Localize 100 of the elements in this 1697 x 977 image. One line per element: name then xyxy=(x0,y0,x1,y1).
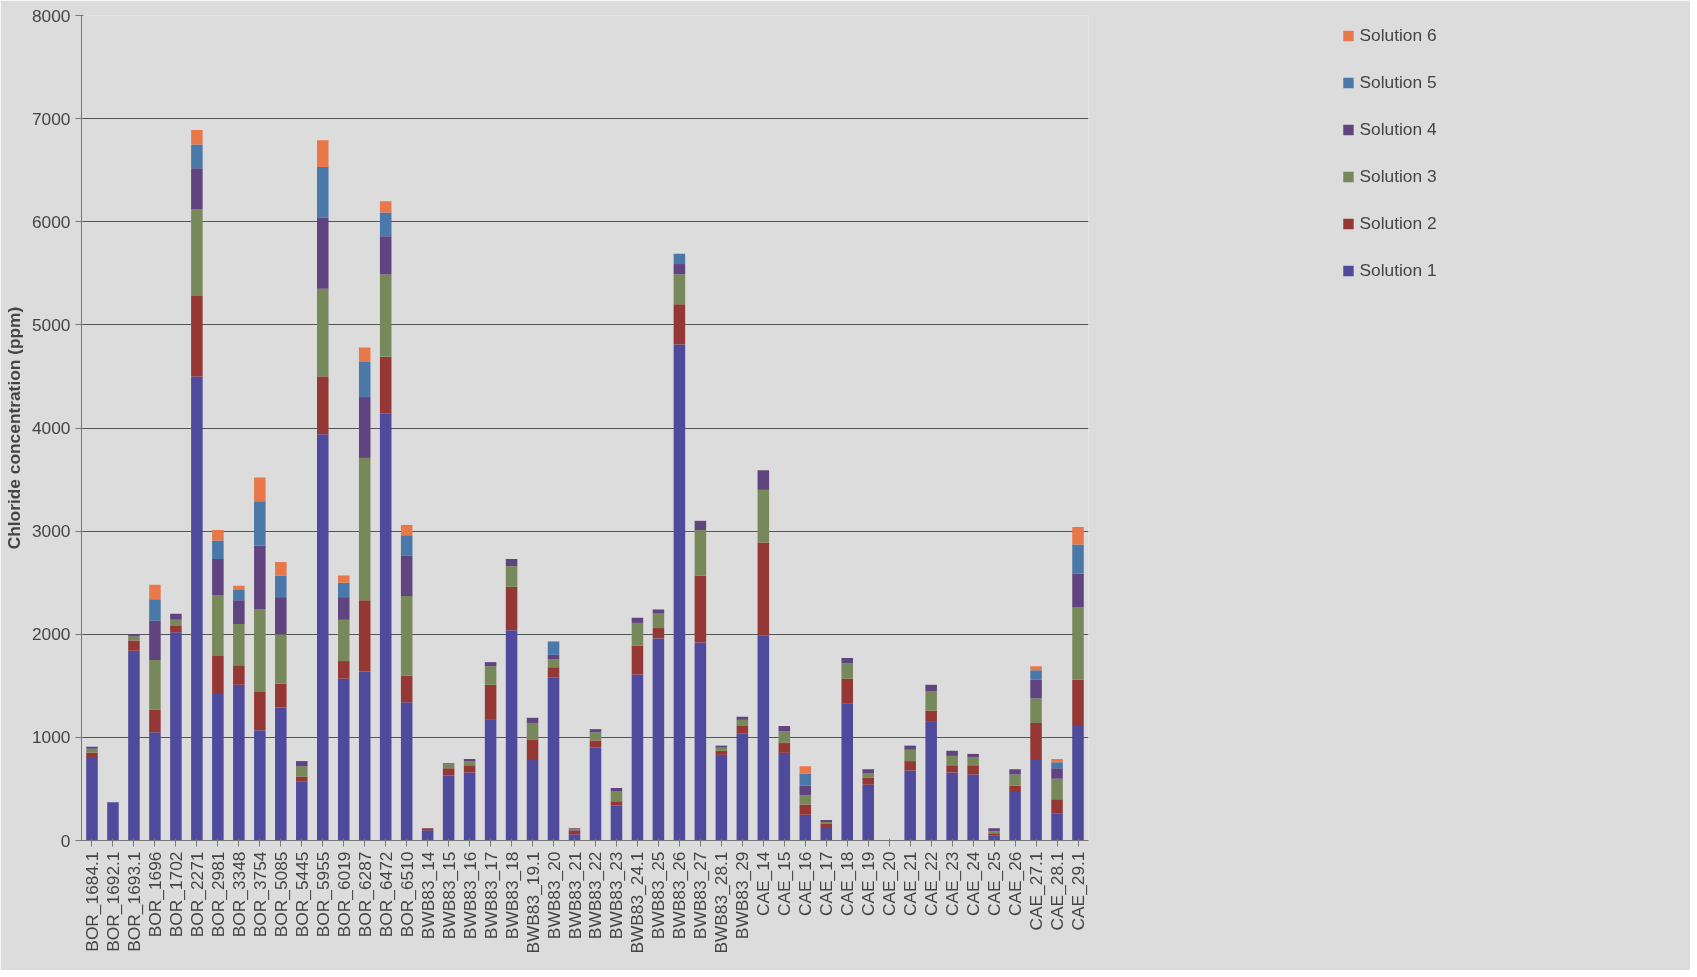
bar xyxy=(841,663,854,679)
bar xyxy=(191,209,203,296)
bar xyxy=(316,140,329,168)
bar xyxy=(1009,774,1021,786)
bar xyxy=(652,628,665,639)
bar xyxy=(316,167,329,218)
legend-label: Solution 5 xyxy=(1359,72,1437,93)
bar xyxy=(170,626,182,633)
bar xyxy=(128,640,140,651)
bar xyxy=(631,622,644,646)
bar xyxy=(337,661,350,679)
x-tick-label: BWB83_25 xyxy=(648,851,669,940)
x-tick-label: BWB83_15 xyxy=(438,851,459,940)
bar xyxy=(967,753,979,757)
x-tick-label: CAE_25 xyxy=(984,851,1005,917)
x-tick-label: BOR_1692.1 xyxy=(102,851,123,952)
bar xyxy=(275,634,287,684)
bar xyxy=(547,641,560,655)
bar xyxy=(296,766,308,777)
bar xyxy=(379,274,392,357)
bar xyxy=(694,520,707,531)
bar xyxy=(442,764,455,769)
bar xyxy=(128,650,140,841)
bar xyxy=(547,667,560,678)
bar xyxy=(757,489,770,543)
bar xyxy=(631,674,644,841)
bar xyxy=(1030,670,1042,680)
bar xyxy=(191,296,203,377)
bar xyxy=(400,535,413,556)
bar xyxy=(778,742,791,753)
bar xyxy=(778,726,791,732)
y-tick-label: 6000 xyxy=(31,211,71,232)
bar xyxy=(275,562,287,576)
bar xyxy=(379,236,392,275)
bar xyxy=(1072,544,1084,574)
x-tick-label: CAE_18 xyxy=(837,851,858,917)
bar xyxy=(484,662,497,667)
y-tick-label: 0 xyxy=(60,830,71,851)
y-tick-label: 8000 xyxy=(31,5,71,26)
bar xyxy=(1009,769,1021,775)
bar xyxy=(652,638,665,841)
x-tick-label: BWB83_19.1 xyxy=(522,851,543,954)
y-tick-label: 3000 xyxy=(31,521,71,542)
bar xyxy=(778,731,791,743)
bar xyxy=(904,749,916,762)
bar xyxy=(967,774,979,841)
bar xyxy=(673,304,686,345)
bar xyxy=(484,719,497,841)
bar xyxy=(841,657,854,664)
bar xyxy=(128,634,140,637)
bar xyxy=(757,635,770,841)
bar xyxy=(736,733,749,841)
bar xyxy=(254,692,266,731)
y-tick-label: 1000 xyxy=(31,727,71,748)
bar xyxy=(191,376,203,841)
x-tick-label: BOR_6510 xyxy=(396,851,417,938)
bar xyxy=(526,722,539,740)
x-tick-label: BWB83_16 xyxy=(459,851,480,940)
x-tick-label: BWB83_26 xyxy=(669,851,690,940)
bar xyxy=(610,801,623,806)
bar xyxy=(526,739,539,761)
x-tick-label: BOR_5085 xyxy=(270,851,291,938)
x-tick-label: BOR_1702 xyxy=(165,851,186,938)
bar xyxy=(484,684,497,720)
bar xyxy=(1072,573,1084,608)
bar xyxy=(170,613,182,620)
bar xyxy=(610,805,623,841)
x-tick-label: BOR_1693.1 xyxy=(123,851,144,952)
bar xyxy=(694,575,707,643)
x-tick-label: BOR_3348 xyxy=(228,851,249,938)
bar xyxy=(149,584,161,600)
bar xyxy=(799,785,812,796)
bar xyxy=(86,752,98,757)
y-tick-label: 2000 xyxy=(31,624,71,645)
bar xyxy=(736,726,749,734)
bar xyxy=(212,595,224,656)
bar xyxy=(316,217,329,289)
bar xyxy=(904,745,916,750)
bar xyxy=(149,660,161,710)
bar xyxy=(1051,768,1063,779)
bar xyxy=(631,617,644,623)
bar xyxy=(1051,799,1063,814)
bar xyxy=(463,765,476,773)
bar xyxy=(358,600,371,672)
x-tick-label: BWB83_20 xyxy=(543,851,564,940)
bar xyxy=(400,702,413,841)
bar xyxy=(589,740,602,748)
bar xyxy=(946,750,958,756)
bar xyxy=(86,746,98,749)
bar xyxy=(589,729,602,733)
bar xyxy=(1051,762,1063,769)
bar xyxy=(673,264,686,275)
bar xyxy=(505,586,518,631)
bar xyxy=(337,575,350,583)
bar xyxy=(254,501,266,546)
bar xyxy=(212,655,224,695)
bar xyxy=(170,632,182,841)
bar xyxy=(820,824,833,828)
bar xyxy=(337,582,350,598)
bar xyxy=(610,787,623,791)
